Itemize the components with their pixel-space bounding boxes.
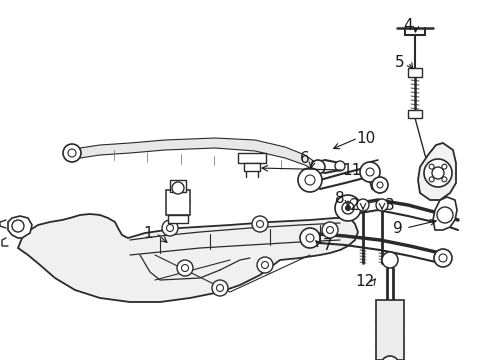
Circle shape — [177, 260, 193, 276]
Circle shape — [431, 167, 443, 179]
Bar — [407, 110, 421, 118]
Polygon shape — [417, 143, 455, 200]
Text: 10: 10 — [356, 131, 375, 145]
Polygon shape — [80, 138, 314, 171]
Circle shape — [181, 265, 188, 271]
Circle shape — [172, 182, 183, 194]
Text: 11: 11 — [342, 162, 361, 177]
Circle shape — [68, 149, 76, 157]
Bar — [407, 68, 421, 77]
Circle shape — [376, 182, 382, 188]
Circle shape — [310, 160, 325, 174]
Circle shape — [345, 206, 350, 211]
Circle shape — [261, 261, 268, 269]
Circle shape — [162, 220, 178, 236]
Circle shape — [371, 177, 387, 193]
Text: 12: 12 — [355, 274, 374, 289]
Circle shape — [380, 356, 398, 360]
Circle shape — [334, 161, 345, 171]
Text: 2: 2 — [349, 198, 359, 212]
Text: 5: 5 — [394, 54, 404, 69]
Circle shape — [216, 284, 223, 292]
Circle shape — [356, 199, 368, 211]
Circle shape — [257, 257, 272, 273]
Bar — [375, 300, 403, 360]
Circle shape — [305, 234, 313, 242]
Text: 6: 6 — [300, 150, 309, 166]
Circle shape — [256, 220, 263, 228]
Circle shape — [441, 177, 446, 182]
Circle shape — [299, 228, 319, 248]
Bar — [244, 163, 260, 171]
Text: 9: 9 — [392, 220, 402, 235]
Text: 4: 4 — [403, 18, 412, 32]
Bar — [168, 215, 187, 223]
Circle shape — [212, 280, 227, 296]
Circle shape — [63, 144, 81, 162]
Circle shape — [365, 168, 373, 176]
Polygon shape — [432, 197, 456, 230]
Bar — [165, 190, 190, 215]
Polygon shape — [18, 214, 357, 302]
Circle shape — [436, 207, 452, 223]
Text: 8: 8 — [334, 190, 344, 206]
Circle shape — [428, 177, 433, 182]
Circle shape — [341, 202, 353, 214]
Circle shape — [251, 216, 267, 232]
Circle shape — [359, 162, 379, 182]
Circle shape — [433, 249, 451, 267]
Bar — [170, 180, 185, 192]
Circle shape — [321, 222, 337, 238]
Circle shape — [375, 199, 387, 211]
Text: 3: 3 — [385, 198, 394, 212]
Circle shape — [305, 175, 314, 185]
Circle shape — [423, 159, 451, 187]
Circle shape — [334, 195, 360, 221]
Text: 7: 7 — [323, 238, 332, 252]
Circle shape — [297, 168, 321, 192]
Text: 1: 1 — [143, 225, 153, 240]
Circle shape — [428, 164, 433, 169]
Polygon shape — [8, 216, 32, 238]
Circle shape — [12, 220, 24, 232]
Circle shape — [441, 164, 446, 169]
Bar — [238, 153, 265, 163]
Circle shape — [166, 225, 173, 231]
Circle shape — [326, 226, 333, 234]
Circle shape — [381, 252, 397, 268]
Circle shape — [438, 254, 446, 262]
